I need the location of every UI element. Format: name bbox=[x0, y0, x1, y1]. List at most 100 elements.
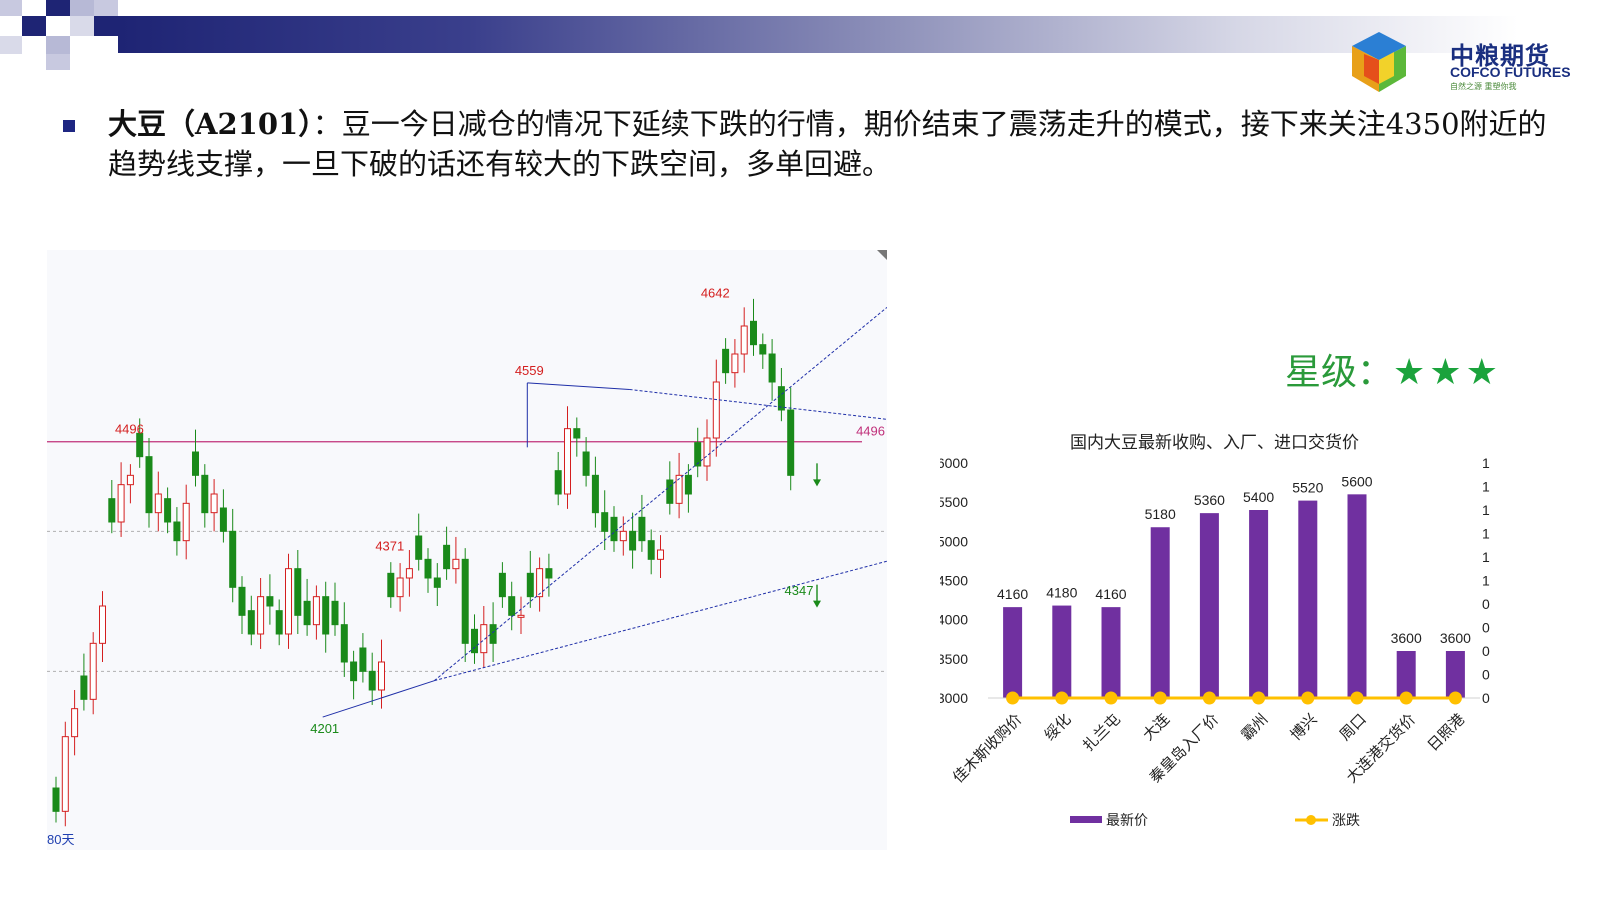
candle-body bbox=[777, 386, 785, 411]
legend-label: 最新价 bbox=[1106, 813, 1148, 829]
candle-body bbox=[52, 787, 60, 812]
bar-value-label: 5360 bbox=[1194, 492, 1225, 508]
line-point bbox=[1202, 691, 1216, 705]
bar-chart-title: 国内大豆最新收购、入厂、进口交货价 bbox=[1070, 433, 1359, 453]
bar-value-label: 3600 bbox=[1440, 630, 1471, 646]
bar bbox=[1052, 605, 1072, 698]
y2-tick-label: 0 bbox=[1482, 643, 1490, 659]
candle-body bbox=[731, 353, 739, 374]
candle-body bbox=[498, 572, 506, 598]
candle-body bbox=[210, 493, 218, 514]
header-gradient-band bbox=[118, 16, 1518, 53]
bar bbox=[1150, 527, 1170, 698]
header-square bbox=[0, 36, 22, 54]
trend-line bbox=[527, 382, 630, 390]
candle-body bbox=[536, 568, 544, 598]
candle-body bbox=[433, 577, 441, 588]
kline-chart-panel: 4496 4371 4201 4559 4642 4347 4496 80天 bbox=[47, 250, 888, 850]
candle-body bbox=[554, 470, 562, 495]
candle-body bbox=[610, 516, 618, 542]
candle-body bbox=[647, 540, 655, 560]
bullet-square-icon bbox=[63, 120, 75, 132]
header-square bbox=[46, 0, 70, 16]
logo-name-en: COFCO FUTURES bbox=[1450, 64, 1571, 80]
price-annotation: 4496 bbox=[115, 422, 144, 437]
candle-body bbox=[303, 600, 311, 626]
candle-body bbox=[545, 568, 553, 579]
category-label: 周口 bbox=[1336, 710, 1370, 744]
analysis-label: 大豆（A2101） bbox=[108, 107, 313, 141]
candle-body bbox=[173, 521, 181, 542]
candle-body bbox=[275, 610, 283, 635]
price-annotation: 4642 bbox=[701, 285, 730, 300]
candle-body bbox=[638, 516, 646, 542]
bar-value-label: 4160 bbox=[1095, 586, 1126, 602]
candle-body bbox=[517, 614, 525, 618]
analysis-paragraph: 大豆（A2101）：豆一今日减仓的情况下延续下跌的行情，期价结束了震荡走升的模式… bbox=[108, 104, 1548, 184]
candle-body bbox=[424, 558, 432, 579]
candle-body bbox=[405, 568, 413, 579]
candle-body bbox=[164, 498, 172, 523]
y2-tick-label: 1 bbox=[1482, 502, 1490, 518]
logo-name-cn: 中粮期货 bbox=[1450, 42, 1550, 70]
candle-body bbox=[126, 474, 134, 486]
company-logo: 中粮期货 COFCO FUTURES 自然之源 重塑你我 bbox=[1352, 30, 1580, 96]
category-label: 博兴 bbox=[1287, 710, 1321, 744]
candle-body bbox=[508, 596, 516, 616]
line-point bbox=[1006, 691, 1020, 705]
candle-body bbox=[285, 568, 292, 635]
y2-tick-label: 1 bbox=[1482, 549, 1490, 565]
category-label: 大连 bbox=[1139, 710, 1173, 744]
price-annotation: 4371 bbox=[375, 538, 404, 553]
candle-body bbox=[182, 502, 190, 542]
bar-chart: 6000 5500 5000 4500 4000 3500 3000 1 1 1 1 1 1 0 0 0 0 0 4… bbox=[937, 455, 1490, 829]
y2-tick-label: 1 bbox=[1482, 573, 1490, 589]
candle-body bbox=[582, 451, 590, 476]
candle-body bbox=[350, 661, 358, 682]
candle-body bbox=[359, 647, 367, 672]
legend-swatch bbox=[1070, 816, 1102, 823]
down-arrow-icon bbox=[813, 600, 821, 608]
candle-body bbox=[154, 493, 162, 514]
y-tick-label: 4500 bbox=[940, 573, 968, 589]
category-label: 日照港 bbox=[1424, 710, 1469, 755]
resistance-label: 4496 bbox=[856, 424, 885, 439]
bar bbox=[1249, 510, 1269, 698]
candle-body bbox=[108, 498, 116, 523]
corner-marker bbox=[877, 250, 887, 260]
kline-chart: 4496 4371 4201 4559 4642 4347 4496 80天 bbox=[47, 250, 888, 847]
period-label: 80天 bbox=[47, 832, 74, 847]
candle-body bbox=[768, 353, 776, 383]
candle-body bbox=[61, 736, 69, 812]
candle-body bbox=[378, 661, 385, 691]
y2-tick-label: 0 bbox=[1482, 667, 1490, 683]
header-square bbox=[70, 16, 94, 36]
bar-value-label: 3600 bbox=[1391, 630, 1422, 646]
rating-label: 星级： bbox=[1285, 352, 1394, 393]
candle-body bbox=[192, 451, 199, 476]
candle-body bbox=[629, 530, 637, 551]
candle-body bbox=[703, 437, 711, 467]
candle-body bbox=[89, 642, 97, 700]
candle-body bbox=[694, 442, 702, 467]
candle-body bbox=[415, 535, 423, 560]
bar bbox=[1101, 607, 1121, 698]
candle-body bbox=[396, 577, 404, 598]
bar-value-label: 5180 bbox=[1145, 506, 1176, 522]
logo-slogan: 自然之源 重塑你我 bbox=[1450, 82, 1517, 91]
header-square bbox=[0, 0, 22, 16]
candle-body bbox=[80, 675, 88, 700]
candle-body bbox=[526, 572, 534, 598]
candle-body bbox=[452, 558, 460, 570]
candle-body bbox=[387, 572, 395, 598]
candle-body bbox=[471, 628, 478, 654]
header-square bbox=[46, 54, 70, 70]
candle-body bbox=[71, 708, 79, 738]
candle-body bbox=[331, 600, 339, 626]
down-arrow-icon bbox=[813, 479, 821, 487]
logo-cube-icon bbox=[1352, 32, 1406, 92]
candle-body bbox=[99, 605, 106, 644]
y-tick-label: 6000 bbox=[940, 455, 968, 471]
bar-value-label: 5600 bbox=[1341, 473, 1372, 489]
bar bbox=[1347, 494, 1367, 698]
